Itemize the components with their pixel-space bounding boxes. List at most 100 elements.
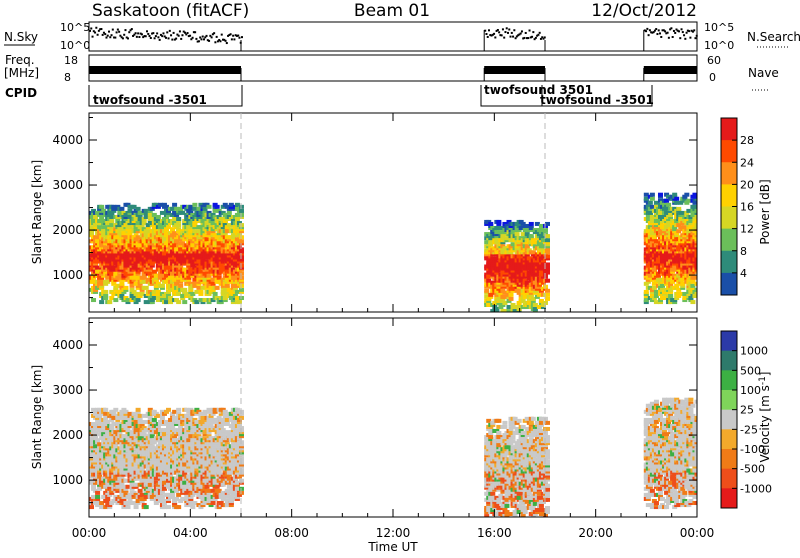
nsky-point — [515, 37, 517, 39]
nsky-point — [97, 34, 99, 36]
nsky-point — [520, 33, 522, 35]
nsky-point — [203, 38, 205, 40]
nsky-label: N.Sky — [4, 30, 38, 44]
heatmap-cell — [156, 215, 161, 219]
nsky-point — [497, 29, 499, 31]
heatmap-cell — [136, 408, 141, 412]
nsky-point — [180, 38, 182, 40]
y-tick-label: 3000 — [52, 178, 83, 192]
heatmap-cell — [239, 209, 244, 213]
nsky-point — [198, 40, 200, 42]
nsky-point — [646, 28, 648, 30]
nsky-point — [689, 37, 691, 39]
heatmap-cell — [107, 300, 112, 304]
heatmap-cell — [198, 290, 203, 294]
nsky-point — [173, 32, 175, 34]
nsky-point — [683, 34, 685, 36]
nsky-point — [179, 30, 181, 32]
heatmap-cell — [176, 217, 181, 221]
nsky-point — [539, 32, 541, 34]
nsky-point — [501, 34, 503, 36]
nsky-point — [232, 35, 234, 37]
freq-band — [89, 66, 241, 74]
nsky-point — [206, 35, 208, 37]
heatmap-cell — [119, 207, 124, 211]
nsky-point — [136, 36, 138, 38]
nsky-point — [511, 32, 513, 34]
freq-band — [644, 66, 697, 74]
nsky-point — [92, 36, 94, 38]
heatmap-cell — [136, 298, 141, 302]
nsky-point — [694, 37, 696, 39]
nave-tick-bottom: 0 — [709, 71, 716, 84]
heatmap-cell — [123, 286, 128, 290]
nsky-point — [107, 35, 109, 37]
nsky-point — [231, 38, 233, 40]
heatmap-cell — [672, 193, 677, 197]
y-tick-label: 4000 — [52, 133, 83, 147]
nsky-point — [658, 29, 660, 31]
nsky-data — [89, 27, 698, 51]
nsky-point — [673, 30, 675, 32]
freq-tick-bottom: 8 — [64, 71, 71, 84]
heatmap-cell — [676, 207, 681, 211]
heatmap-cell — [509, 293, 514, 297]
nsky-point — [225, 40, 227, 42]
y-tick-label: 2000 — [52, 223, 83, 237]
station-title: Saskatoon (fitACF) — [92, 1, 249, 21]
cpid-label: CPID — [5, 86, 37, 100]
nsky-point — [175, 38, 177, 40]
nsky-point — [149, 35, 151, 37]
heatmap-cell — [644, 290, 649, 294]
freq-unit: [MHz] — [4, 66, 39, 80]
nsky-point — [109, 36, 111, 38]
heatmap-cell — [166, 408, 171, 412]
nsky-point — [137, 32, 139, 34]
heatmap-cell — [658, 193, 663, 197]
nsky-point — [648, 34, 650, 36]
beam-title: Beam 01 — [354, 1, 430, 21]
nsky-point — [152, 32, 154, 34]
nsky-point — [112, 29, 114, 31]
heatmap-cell — [172, 203, 177, 207]
freq-tick-top: 18 — [64, 54, 78, 67]
heatmap-cell — [91, 298, 96, 302]
nsky-point — [649, 29, 651, 31]
nsky-point — [195, 38, 197, 40]
nsky-point — [166, 31, 168, 33]
nsky-point — [94, 32, 96, 34]
nsky-point — [118, 31, 120, 33]
nsearch-tick-bottom: 10^0 — [704, 39, 734, 52]
nsky-point — [493, 33, 495, 35]
nsky-point — [693, 29, 695, 31]
heatmap-cell — [207, 205, 212, 209]
nsky-point — [502, 28, 504, 30]
nsearch-tick-top: 10^5 — [704, 21, 734, 34]
nsky-point — [230, 33, 232, 35]
nsky-point — [216, 36, 218, 38]
nsky-point — [108, 31, 110, 33]
heatmap-cell — [545, 222, 550, 226]
velocity-heatmap — [89, 398, 701, 518]
nsky-point — [131, 28, 133, 30]
heatmap-cell — [113, 408, 118, 412]
nsky-point — [159, 39, 161, 41]
nsky-point — [512, 36, 514, 38]
heatmap-cell — [192, 203, 197, 207]
heatmap-cell — [545, 254, 550, 258]
heatmap-cell — [509, 297, 514, 301]
nsky-point — [696, 35, 698, 37]
heatmap-cell — [182, 300, 187, 304]
nsky-point — [141, 33, 143, 35]
nsky-point — [178, 35, 180, 37]
nsky-point — [488, 29, 490, 31]
nsky-point — [219, 40, 221, 42]
nsky-point — [128, 31, 130, 33]
nsky-point — [670, 27, 672, 29]
nsky-point — [161, 35, 163, 37]
heatmap-cell — [239, 239, 244, 243]
nsky-point — [104, 33, 106, 35]
heatmap-cell — [152, 418, 157, 422]
nsky-point — [664, 30, 666, 32]
heatmap-cell — [99, 205, 104, 209]
